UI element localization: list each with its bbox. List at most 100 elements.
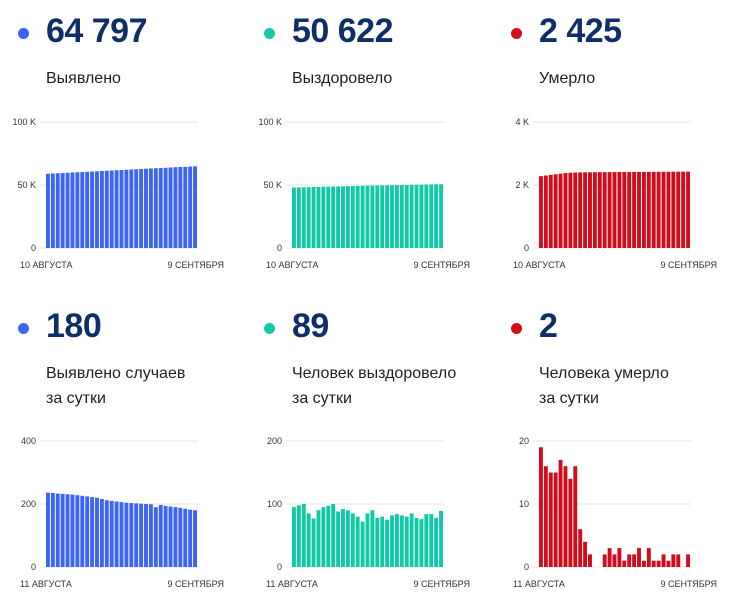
bar bbox=[394, 514, 399, 567]
y-tick-label: 400 bbox=[21, 436, 36, 446]
bar bbox=[292, 507, 296, 567]
bar bbox=[124, 169, 129, 248]
bar bbox=[607, 548, 612, 567]
bar bbox=[60, 493, 65, 567]
bar bbox=[539, 176, 543, 248]
bar bbox=[306, 187, 311, 248]
bar bbox=[75, 172, 80, 248]
stat-value: 50 622 bbox=[292, 12, 394, 50]
stat-label-line: Человек выздоровело bbox=[292, 365, 457, 382]
bar bbox=[424, 514, 429, 567]
bar bbox=[80, 495, 85, 567]
y-tick-label: 20 bbox=[519, 436, 529, 446]
bullet-dot-icon bbox=[511, 323, 522, 334]
bar bbox=[360, 185, 365, 248]
bar bbox=[666, 171, 671, 248]
bar bbox=[612, 172, 617, 248]
bar bbox=[134, 503, 139, 567]
bullet-dot-icon bbox=[264, 28, 275, 39]
bar bbox=[119, 170, 124, 248]
stat-card-cases-daily: 180 Выявлено случаев за сутки 0 200 400 11 АВГ… bbox=[0, 295, 246, 595]
y-tick-label: 100 K bbox=[258, 117, 282, 127]
bar bbox=[686, 554, 690, 567]
bar bbox=[375, 517, 380, 567]
bar bbox=[326, 186, 331, 248]
bar bbox=[419, 184, 424, 248]
bar bbox=[365, 185, 370, 248]
bar bbox=[641, 560, 646, 567]
bar bbox=[292, 187, 296, 248]
bar bbox=[183, 508, 188, 567]
bar bbox=[331, 186, 336, 248]
x-start-label: 11 АВГУСТА bbox=[513, 579, 565, 589]
bar bbox=[355, 516, 360, 567]
bar bbox=[345, 186, 350, 248]
y-tick-label: 0 bbox=[524, 243, 529, 253]
bar bbox=[95, 497, 99, 567]
bullet-dot-icon bbox=[511, 28, 522, 39]
y-tick-label: 0 bbox=[31, 243, 36, 253]
bar bbox=[390, 185, 394, 248]
x-start-label: 11 АВГУСТА bbox=[266, 579, 318, 589]
bar bbox=[656, 171, 661, 248]
bar bbox=[548, 174, 553, 248]
stat-label-line: Человека умерло bbox=[539, 365, 669, 382]
bar bbox=[558, 173, 563, 248]
bar bbox=[375, 185, 380, 248]
bar bbox=[148, 504, 153, 567]
stat-card-deaths-daily: 2 Человека умерло за сутки 0 10 20 11 АВГУСТА 9… bbox=[493, 295, 737, 595]
y-tick-label: 10 bbox=[519, 499, 529, 509]
bar bbox=[632, 171, 637, 248]
bar bbox=[676, 554, 681, 567]
bar bbox=[95, 171, 99, 248]
bar bbox=[321, 507, 326, 567]
y-tick-label: 4 K bbox=[515, 117, 529, 127]
x-start-label: 10 АВГУСТА bbox=[266, 260, 319, 270]
stat-value: 64 797 bbox=[46, 12, 148, 50]
bar bbox=[193, 166, 197, 248]
stat-card-deaths-total: 2 425 Умерло 0 2 K 4 K 10 АВГУСТА 9 СЕНТЯБРЯ bbox=[493, 0, 737, 300]
stat-value: 89 bbox=[292, 307, 329, 345]
bar bbox=[341, 186, 345, 248]
bar bbox=[168, 506, 173, 567]
bar bbox=[666, 560, 671, 567]
bar bbox=[173, 167, 178, 248]
bar bbox=[90, 171, 95, 248]
y-tick-label: 0 bbox=[277, 562, 282, 572]
bar bbox=[602, 554, 607, 567]
y-tick-label: 50 K bbox=[263, 180, 282, 190]
bar bbox=[144, 504, 148, 567]
bar bbox=[129, 169, 134, 248]
bar bbox=[424, 184, 429, 248]
bullet-dot-icon bbox=[18, 323, 29, 334]
y-tick-label: 100 K bbox=[12, 117, 36, 127]
bar bbox=[158, 167, 163, 248]
bar bbox=[588, 172, 592, 248]
stat-value: 180 bbox=[46, 307, 102, 345]
stat-label: Выявлено bbox=[46, 66, 121, 91]
bar bbox=[183, 166, 188, 248]
bar bbox=[129, 503, 134, 567]
bar bbox=[622, 560, 627, 567]
bar bbox=[99, 171, 104, 248]
bar bbox=[350, 186, 355, 248]
bar bbox=[163, 167, 168, 248]
bar bbox=[326, 505, 331, 567]
bar bbox=[50, 173, 55, 248]
bar bbox=[109, 500, 114, 567]
bar bbox=[409, 184, 414, 248]
y-tick-label: 50 K bbox=[17, 180, 36, 190]
bar bbox=[404, 516, 409, 567]
bar-chart: 0 50 K 100 K 10 АВГУСТА 9 СЕНТЯБРЯ bbox=[12, 117, 224, 270]
bar bbox=[148, 168, 153, 248]
bar bbox=[321, 186, 326, 248]
x-end-label: 9 СЕНТЯБРЯ bbox=[167, 579, 224, 589]
bar bbox=[50, 492, 55, 567]
bar bbox=[296, 187, 301, 248]
y-tick-label: 0 bbox=[277, 243, 282, 253]
bar bbox=[661, 554, 666, 567]
stat-card-cases-total: 64 797 Выявлено 0 50 K 100 K 10 АВГУСТА 9 СЕНТ… bbox=[0, 0, 246, 300]
bar bbox=[434, 184, 439, 248]
bar bbox=[637, 548, 641, 567]
bar bbox=[350, 513, 355, 567]
